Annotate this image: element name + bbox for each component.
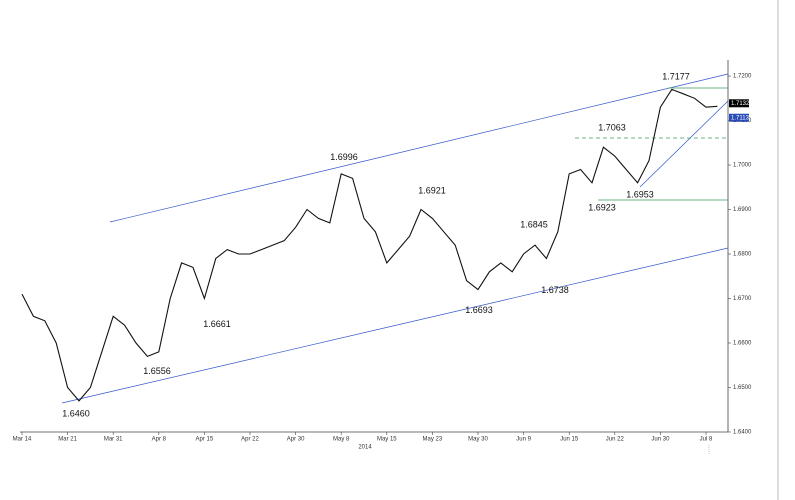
price-line <box>21 88 718 402</box>
x-tick-label: Apr 15 <box>196 437 214 443</box>
y-tick-label: 1.6900 <box>733 207 752 213</box>
price-annotation: 1.6661 <box>203 319 231 329</box>
price-annotation: 1.6845 <box>520 219 548 229</box>
price-tag-label: 1.7113 <box>731 115 750 121</box>
y-tick-label: 1.6600 <box>733 341 752 347</box>
price-annotation: 1.6923 <box>588 203 616 213</box>
price-annotation: 1.6996 <box>330 152 358 162</box>
x-tick-label: Apr 22 <box>241 437 259 443</box>
x-tick-label: Jun 22 <box>606 437 625 443</box>
y-tick-label: 1.7200 <box>733 74 752 80</box>
y-tick-label: 1.7000 <box>733 163 752 169</box>
y-tick-label: 1.6400 <box>733 430 752 436</box>
price-tag-label: 1.7132 <box>731 101 750 107</box>
y-tick-label: 1.6700 <box>733 296 752 302</box>
x-tick-label: Jun 30 <box>651 437 670 443</box>
support-trend <box>639 100 729 188</box>
price-annotation: 1.6738 <box>541 285 569 295</box>
x-tick-label: May 23 <box>423 437 443 443</box>
channel-lower <box>61 247 729 404</box>
price-annotation: 1.6921 <box>418 186 446 196</box>
x-tick-label: Apr 30 <box>287 437 305 443</box>
price-annotation: 1.6460 <box>62 409 90 419</box>
x-tick-label: Mar 31 <box>104 437 123 443</box>
price-annotation: 1.7063 <box>598 122 626 132</box>
x-tick-label: Apr 8 <box>152 437 167 443</box>
y-tick-label: 1.6500 <box>733 385 752 391</box>
price-annotation: 1.7177 <box>662 72 690 82</box>
x-tick-label: May 15 <box>377 437 397 443</box>
x-tick-label: Jun 15 <box>560 437 579 443</box>
price-tag <box>729 99 749 108</box>
x-tick-label: Jun 9 <box>516 437 531 443</box>
channel-upper <box>109 73 729 223</box>
x-tick-label: Jul 8 <box>700 437 713 443</box>
price-annotation: 1.6953 <box>626 189 654 199</box>
x-axis-label: 2014 <box>358 445 372 451</box>
x-tick-label: Mar 14 <box>13 437 32 443</box>
price-annotation: 1.6556 <box>143 366 171 376</box>
x-tick-label: May 8 <box>333 437 350 443</box>
price-tag <box>729 113 749 122</box>
price-annotation: 1.6693 <box>465 305 493 315</box>
y-tick-label: 1.6800 <box>733 252 752 258</box>
x-tick-label: Mar 21 <box>58 437 77 443</box>
x-tick-label: May 30 <box>468 437 488 443</box>
